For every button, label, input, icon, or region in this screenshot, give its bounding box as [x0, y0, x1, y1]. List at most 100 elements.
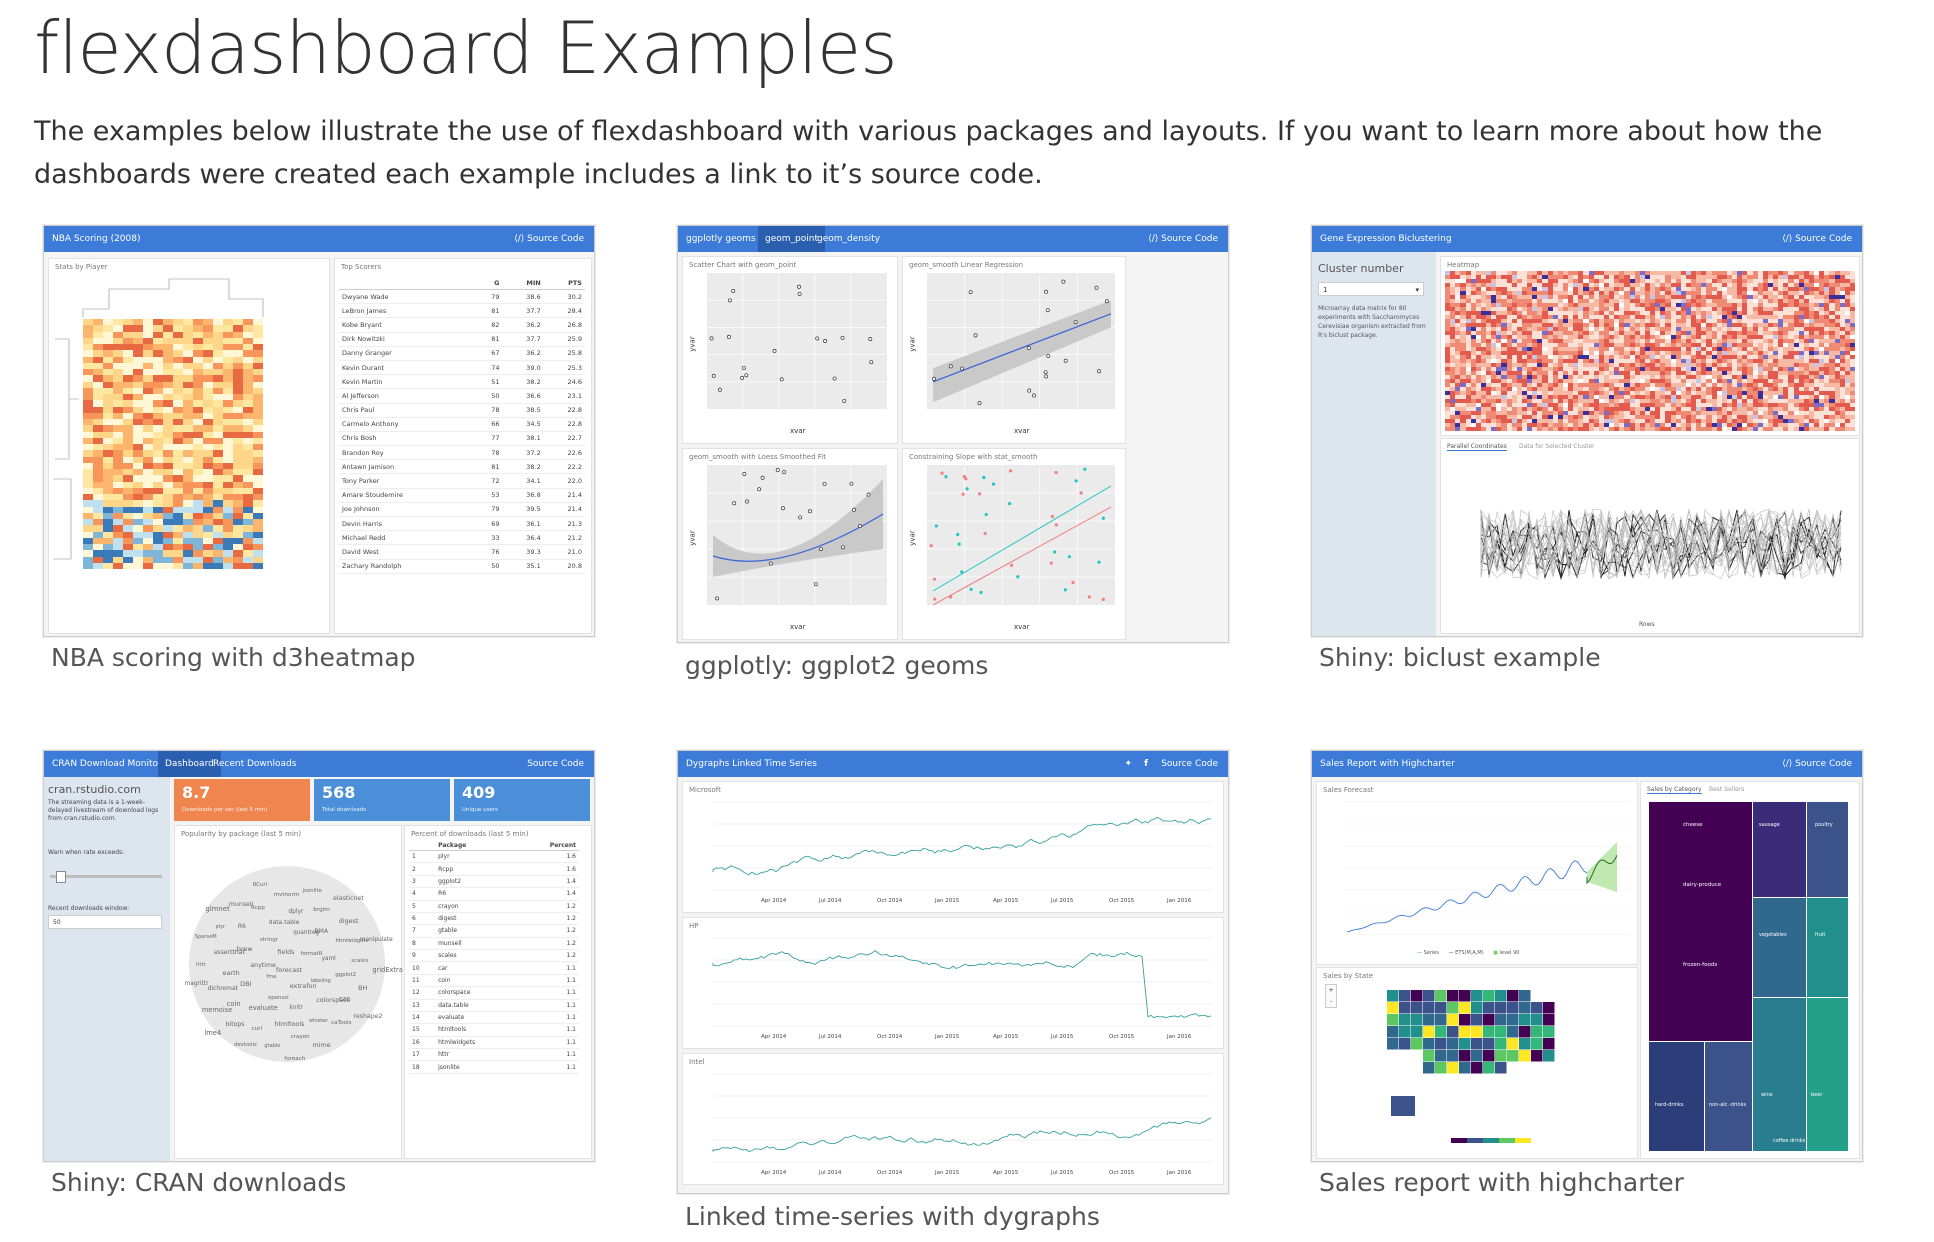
state-region[interactable]	[1399, 1002, 1411, 1014]
tab-parallel-coordinates[interactable]: Parallel Coordinates	[1447, 443, 1507, 451]
state-region[interactable]	[1423, 1062, 1435, 1074]
cloud-word[interactable]: dplyr	[288, 907, 304, 915]
state-region[interactable]	[1471, 1050, 1483, 1062]
state-region[interactable]	[1471, 1014, 1483, 1026]
state-region[interactable]	[1483, 1062, 1495, 1074]
cluster-select[interactable]: 1 ▾	[1318, 282, 1424, 296]
state-region[interactable]	[1435, 1014, 1447, 1026]
state-region[interactable]	[1531, 1002, 1543, 1014]
state-region[interactable]	[1483, 1014, 1495, 1026]
state-region[interactable]	[1435, 1050, 1447, 1062]
cloud-word[interactable]: munsell	[228, 900, 254, 908]
cloud-word[interactable]: devtools	[234, 1041, 257, 1048]
cloud-word[interactable]: colorspace	[316, 997, 351, 1005]
state-region[interactable]	[1435, 1026, 1447, 1038]
state-region[interactable]	[1519, 1038, 1531, 1050]
tab-data-selected[interactable]: Data for Selected Cluster	[1519, 443, 1595, 450]
column-header[interactable]: G	[473, 277, 503, 290]
cloud-word[interactable]: ggplot2	[335, 972, 357, 979]
card-caption[interactable]: NBA scoring with d3heatmap	[51, 643, 416, 672]
cloud-word[interactable]: RCurl	[252, 882, 268, 889]
cloud-word[interactable]: gtable	[264, 1043, 281, 1050]
state-region[interactable]	[1447, 1050, 1459, 1062]
tab-best-sellers[interactable]: Best Sellers	[1709, 786, 1745, 793]
state-region[interactable]	[1507, 1050, 1519, 1062]
treemap-cell[interactable]	[1807, 898, 1848, 997]
treemap-cell[interactable]	[1753, 898, 1806, 997]
state-region[interactable]	[1483, 1038, 1495, 1050]
tab-geom-point[interactable]: geom_point	[758, 226, 825, 252]
treemap-cell[interactable]	[1753, 802, 1806, 897]
column-header[interactable]	[409, 840, 436, 851]
cloud-word[interactable]: earth	[222, 968, 240, 977]
twitter-icon[interactable]: ✦	[1124, 759, 1132, 769]
cloud-word[interactable]: reshape2	[353, 1013, 383, 1021]
treemap-cell[interactable]	[1807, 998, 1848, 1151]
state-region[interactable]	[1447, 1002, 1459, 1014]
state-region[interactable]	[1495, 1038, 1507, 1050]
state-region[interactable]	[1471, 1038, 1483, 1050]
card-caption[interactable]: Shiny: CRAN downloads	[51, 1168, 347, 1197]
state-region[interactable]	[1483, 1026, 1495, 1038]
cloud-word[interactable]: mime	[312, 1041, 331, 1050]
state-region[interactable]	[1387, 1002, 1399, 1014]
tab-recent-downloads[interactable]: Recent Downloads	[213, 759, 297, 769]
cloud-word[interactable]: Rcpp	[250, 905, 265, 912]
state-region[interactable]	[1483, 1050, 1495, 1062]
thumbnail-dygraphs[interactable]: Dygraphs Linked Time Series ✦ f Source C…	[677, 750, 1229, 1194]
cloud-word[interactable]: brew	[236, 944, 253, 953]
thumbnail-highcharter[interactable]: Sales Report with Highcharter ⟨/⟩ Source…	[1311, 750, 1863, 1162]
source-code-link[interactable]: Source Code	[1161, 759, 1218, 769]
state-region[interactable]	[1423, 1038, 1435, 1050]
cloud-word[interactable]: elasticnet	[333, 895, 364, 903]
state-region[interactable]	[1423, 1050, 1435, 1062]
state-region[interactable]	[1531, 1050, 1543, 1062]
cloud-word[interactable]: mvtnorm	[273, 891, 300, 898]
slider-handle[interactable]	[56, 871, 66, 883]
state-region[interactable]	[1447, 1062, 1459, 1074]
card-caption[interactable]: Linked time-series with dygraphs	[685, 1202, 1100, 1231]
column-header[interactable]: MIN	[502, 277, 544, 290]
state-region[interactable]	[1495, 1002, 1507, 1014]
zoom-controls[interactable]: + -	[1325, 984, 1337, 1008]
state-region[interactable]	[1519, 990, 1531, 1002]
state-region[interactable]	[1447, 1014, 1459, 1026]
cloud-word[interactable]: memoise	[201, 1005, 233, 1014]
cloud-word[interactable]: assertthat	[213, 948, 245, 956]
cloud-word[interactable]: lme4	[204, 1028, 222, 1037]
state-region[interactable]	[1447, 990, 1459, 1002]
cloud-word[interactable]: quantreg	[293, 930, 320, 937]
cloud-word[interactable]: BH	[358, 984, 368, 992]
treemap-cell[interactable]	[1807, 802, 1848, 897]
state-region[interactable]	[1423, 1014, 1435, 1026]
treemap-cell[interactable]	[1649, 802, 1752, 1041]
state-region[interactable]	[1435, 990, 1447, 1002]
cloud-word[interactable]: labeling	[310, 977, 331, 984]
state-region[interactable]	[1399, 1026, 1411, 1038]
column-header[interactable]: PTS	[543, 277, 585, 290]
state-region[interactable]	[1423, 990, 1435, 1002]
card-caption[interactable]: Sales report with highcharter	[1319, 1168, 1684, 1197]
state-region[interactable]	[1411, 1026, 1423, 1038]
state-region[interactable]	[1531, 1014, 1543, 1026]
state-region[interactable]	[1447, 1038, 1459, 1050]
thumbnail-cran[interactable]: CRAN Download Monitor Dashboard Recent D…	[43, 750, 595, 1162]
state-region[interactable]	[1543, 1002, 1555, 1014]
state-region[interactable]	[1387, 990, 1399, 1002]
thumbnail-ggplotly[interactable]: ggplotly geoms geom_point geom_density ⟨…	[677, 225, 1229, 643]
cloud-word[interactable]: dichromat	[207, 985, 238, 993]
cloud-word[interactable]: jsonlite	[302, 888, 322, 895]
state-region[interactable]	[1459, 1062, 1471, 1074]
state-region[interactable]	[1411, 990, 1423, 1002]
state-region[interactable]	[1387, 1038, 1399, 1050]
state-region[interactable]	[1495, 1062, 1507, 1074]
cloud-word[interactable]: fields	[277, 948, 295, 956]
state-region[interactable]	[1507, 1026, 1519, 1038]
treemap-cell[interactable]	[1649, 1042, 1704, 1151]
cloud-word[interactable]: forecast	[276, 966, 303, 974]
column-header[interactable]: Percent	[517, 840, 579, 851]
state-region[interactable]	[1435, 1062, 1447, 1074]
state-region[interactable]	[1543, 1050, 1555, 1062]
cloud-word[interactable]: anytime	[250, 961, 276, 969]
column-header[interactable]: Package	[435, 840, 518, 851]
